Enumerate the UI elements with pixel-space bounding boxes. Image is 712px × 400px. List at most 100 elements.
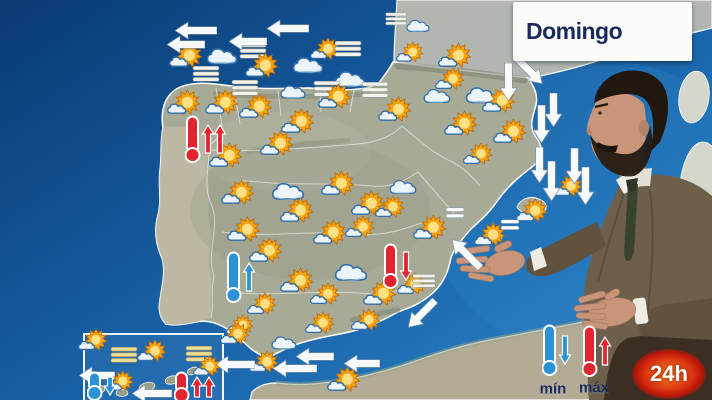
cloud-icon — [270, 177, 306, 206]
wind-arrow-icon — [562, 166, 605, 206]
presenter-mustache — [596, 142, 618, 153]
cloud-icon — [279, 81, 307, 105]
cloud-icon — [205, 43, 239, 71]
presenter-eye — [598, 111, 602, 115]
terrain-sierra-nevada — [349, 307, 401, 323]
sun-cloud-icon — [221, 178, 255, 219]
cloud-icon — [291, 52, 325, 80]
sun-cloud-icon — [413, 213, 447, 254]
day-label: Domingo — [526, 18, 623, 44]
sun-cloud-icon — [474, 222, 506, 260]
presenter-hair — [594, 70, 669, 152]
sun-cloud-icon — [305, 311, 335, 347]
fog-icon — [333, 40, 363, 64]
presenter-arm — [526, 222, 606, 277]
sun-cloud-icon — [239, 92, 273, 133]
sun-cloud-icon — [137, 339, 167, 375]
wind-arrow-icon — [174, 5, 218, 52]
sun-cloud-icon — [227, 215, 261, 256]
wind-arrow-icon — [552, 147, 593, 185]
thermometer-red-icon — [382, 243, 413, 294]
sun-cloud-icon — [435, 67, 465, 103]
wind-arrow-icon — [438, 222, 498, 282]
sun-cloud-icon — [375, 195, 405, 231]
presenter-cuff-2 — [632, 297, 649, 325]
sun-cloud-icon — [167, 88, 201, 129]
sun-cloud-icon — [245, 51, 279, 92]
presenter-nose-shadow — [586, 127, 593, 135]
thermometer-red-icon — [581, 325, 612, 382]
cloud-icon — [333, 66, 367, 94]
wind-arrow-icon — [517, 146, 558, 184]
sun-cloud-icon — [327, 365, 361, 400]
presenter-tie-knot — [626, 178, 638, 192]
cloud-icon — [333, 258, 369, 287]
cloud-icon — [270, 332, 298, 356]
fog-icon — [384, 12, 408, 32]
presenter-ear — [639, 120, 649, 136]
calm-equals-icon — [444, 206, 466, 224]
day-banner: Domingo — [513, 2, 692, 61]
fog-icon — [411, 273, 437, 294]
channel-logo-text: 24h — [650, 361, 688, 386]
presenter-beard — [590, 126, 653, 177]
sun-cloud-icon — [444, 109, 478, 150]
wind-arrow-icon — [485, 62, 528, 102]
channel-logo: 24h — [632, 349, 706, 399]
sun-cloud-icon — [318, 82, 352, 123]
sun-cloud-icon — [351, 189, 385, 230]
sun-cloud-icon — [310, 282, 340, 318]
legend-min-label: mín — [539, 380, 567, 398]
sun-cloud-icon — [249, 236, 283, 277]
fog-icon — [230, 79, 260, 103]
sun-cloud-icon — [313, 218, 347, 259]
wind-arrow-icon — [518, 104, 561, 144]
thermometer-blue-icon — [225, 251, 256, 308]
wind-arrow-icon — [272, 342, 318, 391]
sun-cloud-icon — [205, 88, 239, 129]
sun-cloud-icon — [310, 37, 340, 73]
sun-cloud-icon — [260, 129, 294, 170]
sun-cloud-icon — [280, 196, 314, 237]
wind-arrow-icon — [391, 283, 448, 340]
presenter-tie — [624, 184, 638, 262]
presenter-lapel-lines — [597, 189, 654, 311]
sun-cloud-icon — [78, 328, 108, 364]
fog-icon — [191, 65, 221, 89]
region-portugal — [155, 126, 212, 325]
thermometer-blue-icon — [86, 371, 117, 400]
wind-arrow-icon — [131, 369, 173, 400]
presenter-hand-2 — [573, 288, 637, 330]
thermometer-red-icon — [184, 115, 228, 168]
cloud-icon — [388, 175, 418, 200]
terrain-meseta — [200, 112, 370, 192]
sun-cloud-icon — [378, 95, 412, 136]
sun-cloud-icon — [345, 215, 375, 251]
region-corsica — [678, 70, 710, 124]
sun-cloud-icon — [493, 117, 527, 158]
wind-arrow-icon — [498, 43, 555, 100]
sun-cloud-icon — [321, 169, 355, 210]
sun-cloud-icon — [463, 142, 493, 178]
legend-max-label: máx — [578, 379, 610, 397]
calm-equals-icon — [499, 218, 521, 236]
wind-arrow-icon — [166, 21, 206, 64]
wind-arrow-icon — [214, 340, 256, 385]
fog-icon — [360, 81, 390, 105]
sun-cloud-icon — [280, 266, 314, 307]
wind-arrow-icon — [343, 341, 381, 382]
sun-cloud-icon — [516, 198, 548, 236]
thermometer-red-icon — [173, 371, 217, 400]
wind-arrow-icon — [532, 92, 571, 128]
thermometer-blue-icon — [541, 324, 572, 381]
sun-cloud-icon — [396, 41, 424, 75]
wind-arrow-icon — [295, 333, 335, 376]
wind-arrow-icon — [228, 18, 268, 61]
cloud-icon — [405, 16, 431, 39]
sun-cloud-icon — [247, 292, 277, 328]
wind-arrow-icon — [527, 160, 572, 202]
sun-cloud-icon — [281, 107, 315, 148]
sun-cloud-icon — [220, 322, 250, 358]
